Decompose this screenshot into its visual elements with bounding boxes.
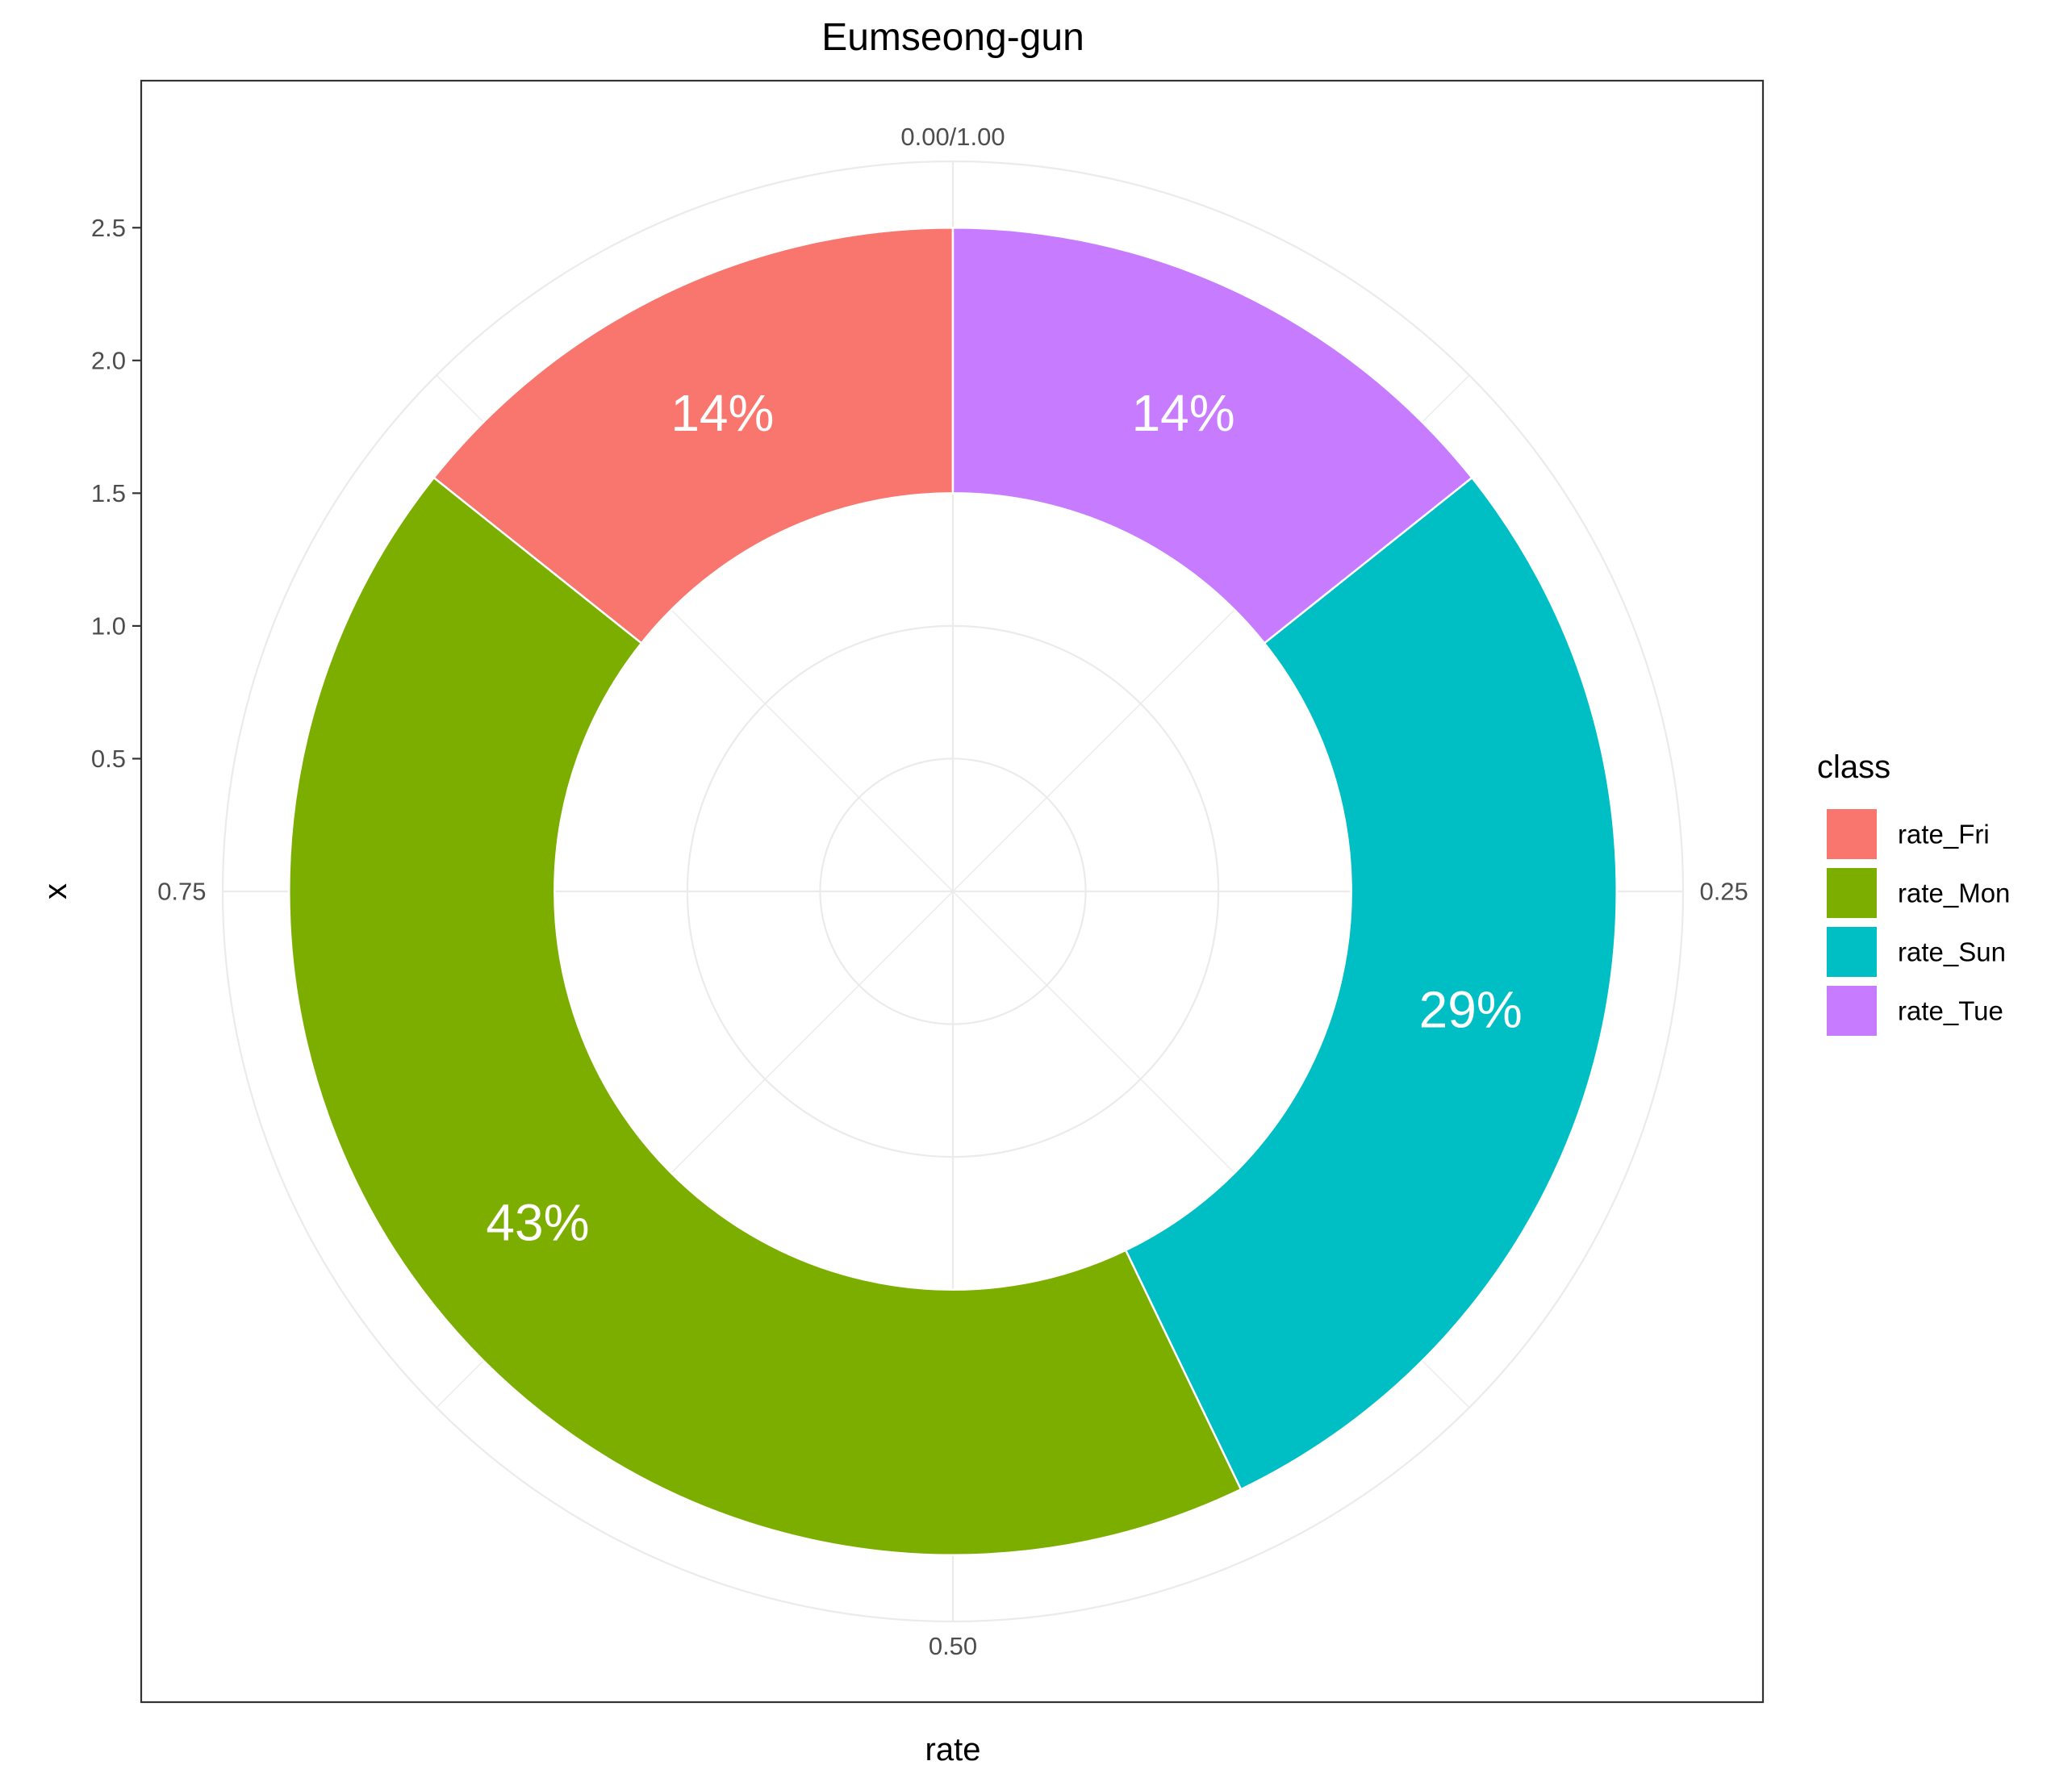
r-axis: 0.5 1.0 1.5 2.0 2.5 bbox=[91, 214, 141, 773]
theta-axis: 0.00/1.00 0.25 0.50 0.75 bbox=[157, 123, 1748, 1660]
slice-label-rate_Tue: 14% bbox=[1132, 384, 1235, 442]
r-tick-label-1: 1.0 bbox=[91, 611, 126, 640]
legend-key-rate_Sun bbox=[1827, 927, 1877, 977]
legend-key-rate_Tue bbox=[1827, 986, 1877, 1036]
theta-tick-label-2: 0.50 bbox=[929, 1632, 977, 1660]
label-layer: 14% 43% 29% 14% bbox=[486, 384, 1522, 1251]
y-axis-title: x bbox=[38, 883, 73, 899]
slice-rate_Fri bbox=[432, 227, 955, 645]
slice-label-rate_Fri: 14% bbox=[670, 384, 774, 442]
r-tick-label-2: 1.5 bbox=[91, 479, 126, 507]
theta-tick-label-3: 0.75 bbox=[157, 878, 206, 906]
slice-label-rate_Mon: 43% bbox=[486, 1193, 589, 1251]
slice-layer bbox=[288, 227, 1618, 1556]
slice-rate_Tue bbox=[951, 227, 1474, 645]
slice-label-rate_Sun: 29% bbox=[1419, 980, 1523, 1038]
chart-title: Eumseong-gun bbox=[821, 16, 1084, 59]
legend-label-rate_Sun: rate_Sun bbox=[1898, 937, 2006, 967]
panel-border bbox=[140, 79, 1765, 1704]
theta-tick-label-1: 0.25 bbox=[1699, 878, 1748, 906]
x-axis-title: rate bbox=[925, 1732, 981, 1767]
r-tick-label-4: 2.5 bbox=[91, 214, 126, 242]
r-tick-label-3: 2.0 bbox=[91, 346, 126, 374]
r-tick-label-0: 0.5 bbox=[91, 745, 126, 773]
legend-key-rate_Mon bbox=[1827, 868, 1877, 918]
slice-rate_Mon bbox=[288, 476, 1243, 1556]
legend-label-rate_Tue: rate_Tue bbox=[1898, 996, 2003, 1026]
legend-items: rate_Fri rate_Mon rate_Sun rate_Tue bbox=[1827, 809, 2010, 1036]
theta-tick-label-0: 0.00/1.00 bbox=[900, 123, 1005, 151]
legend-key-rate_Fri bbox=[1827, 809, 1877, 859]
slice-rate_Sun bbox=[1124, 476, 1618, 1491]
legend-title: class bbox=[1817, 749, 1890, 785]
legend-label-rate_Mon: rate_Mon bbox=[1898, 878, 2010, 908]
legend: class rate_Fri rate_Mon rate_Sun rate_Tue bbox=[1817, 749, 2010, 1036]
legend-label-rate_Fri: rate_Fri bbox=[1898, 820, 1990, 849]
